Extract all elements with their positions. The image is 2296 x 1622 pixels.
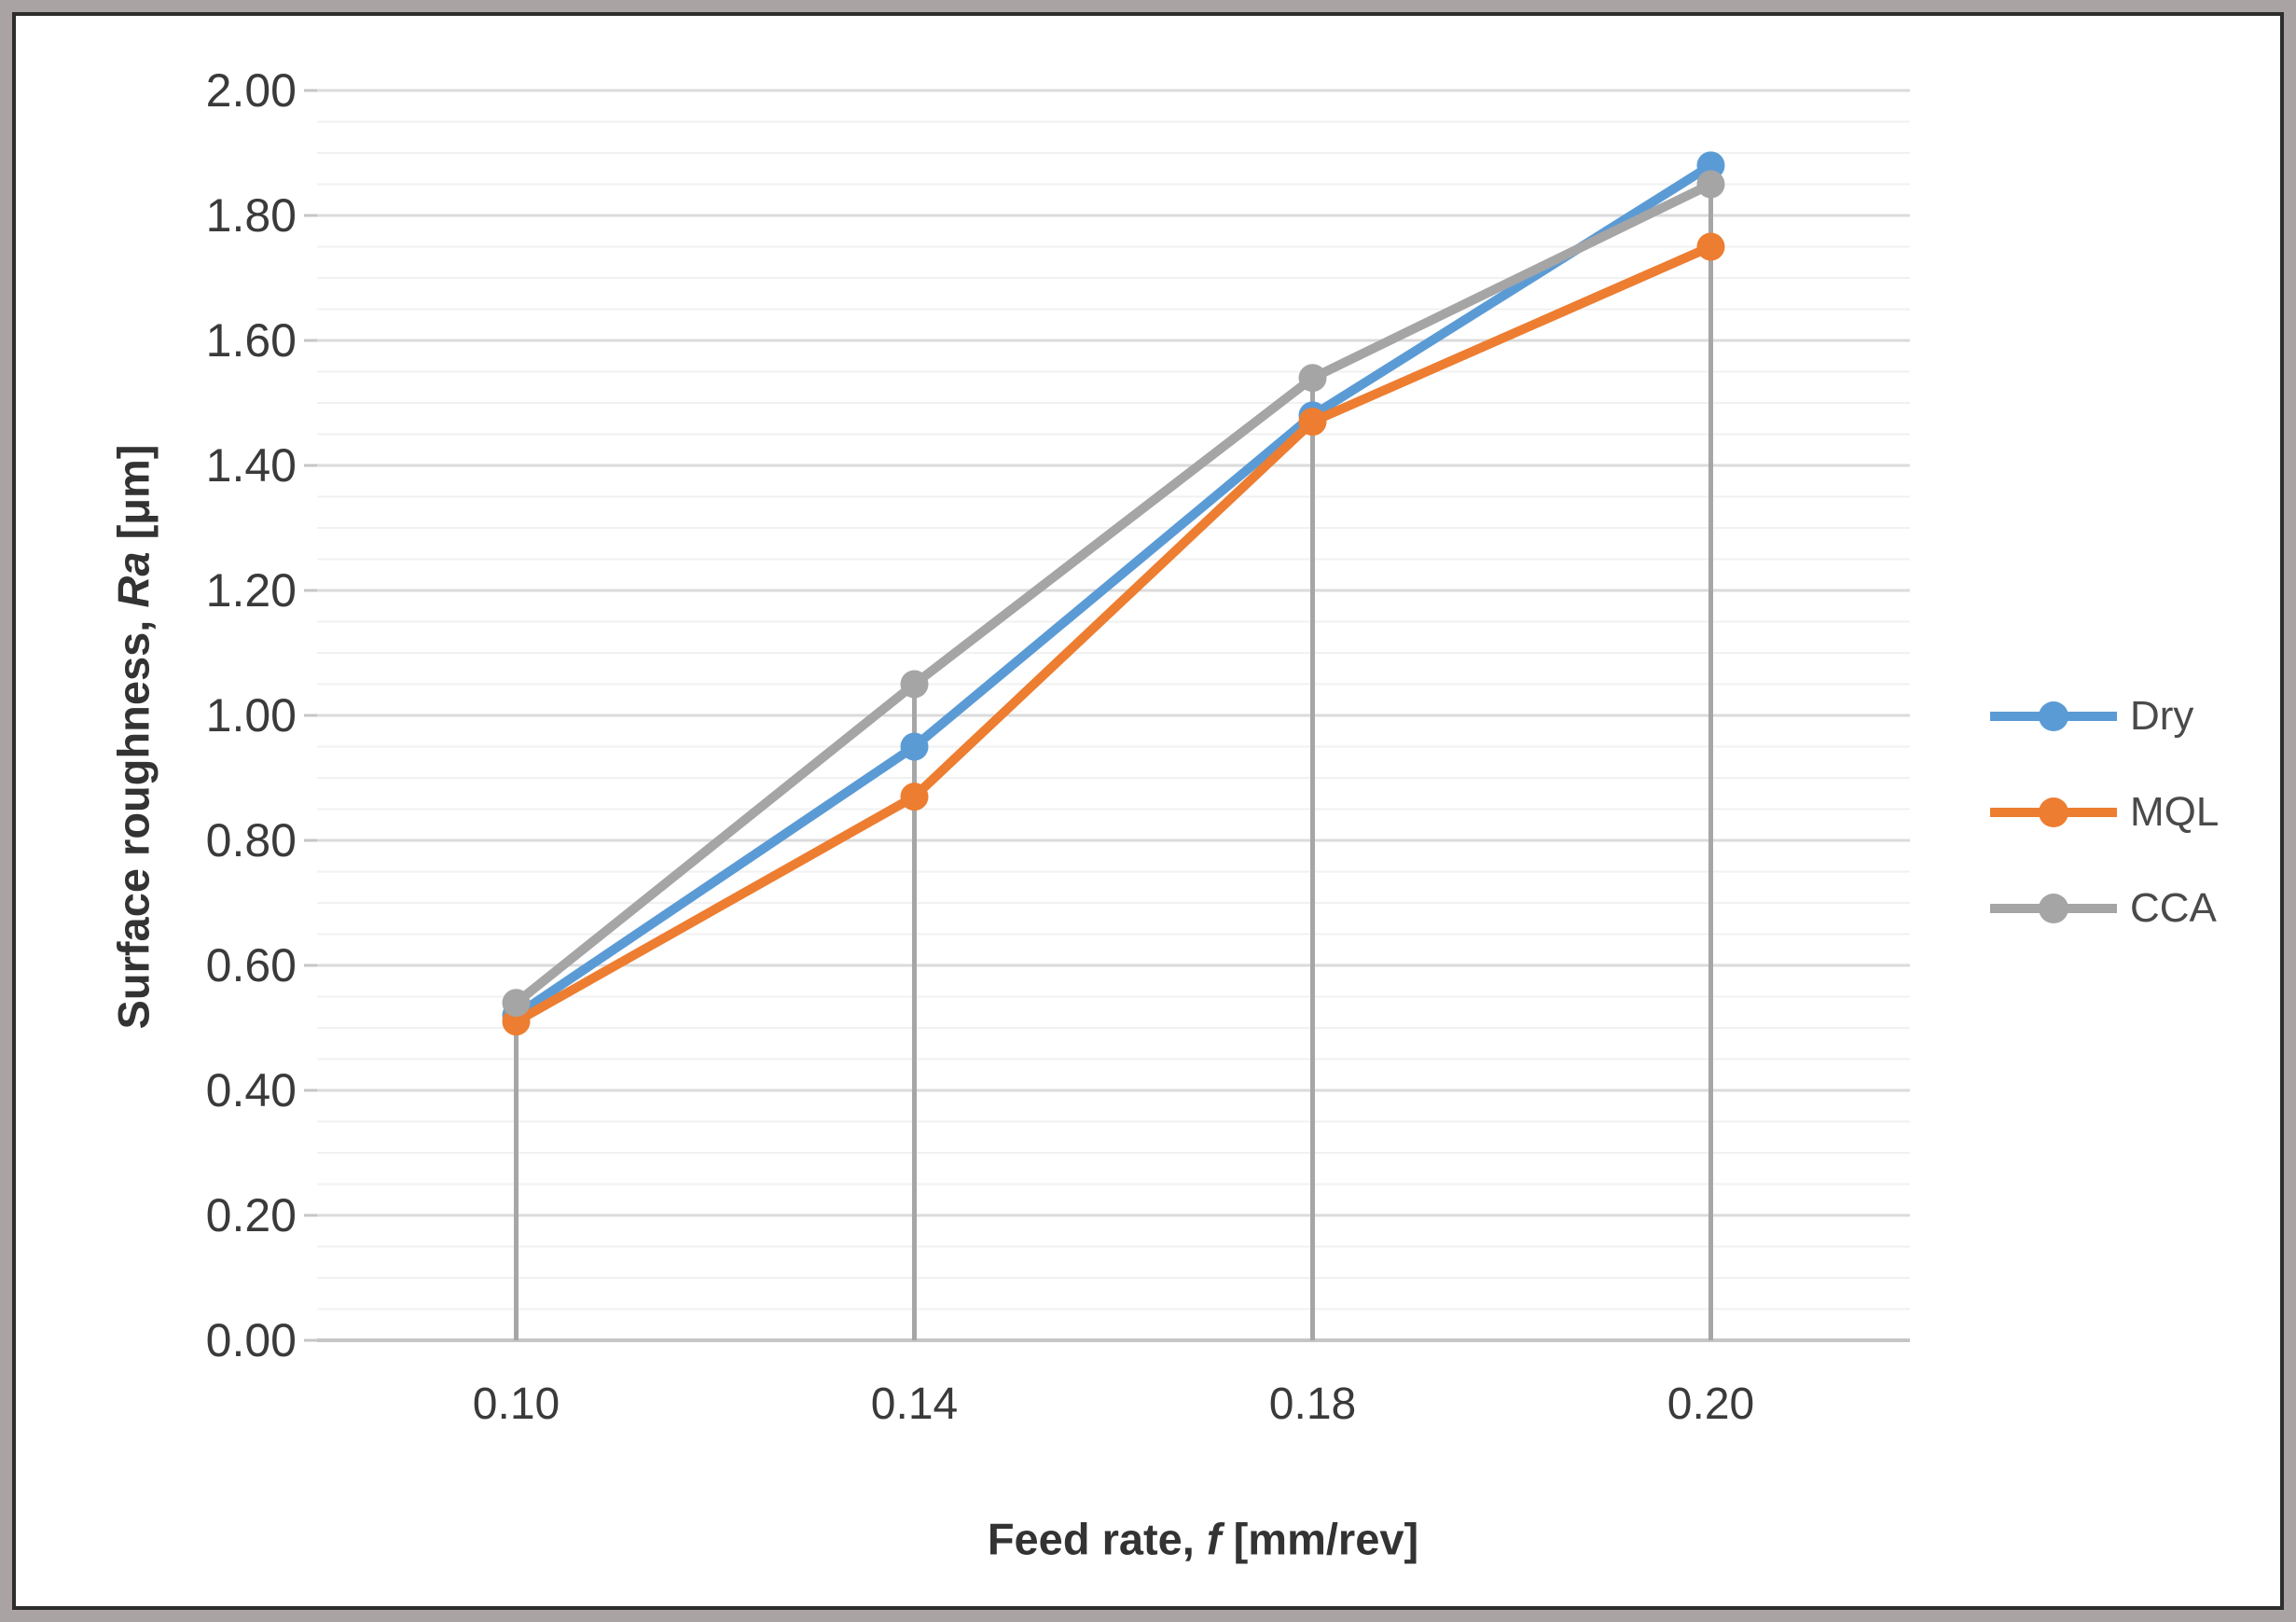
- y-axis-title-symbol: Ra: [108, 551, 159, 608]
- legend-item-cca: CCA: [1988, 860, 2219, 956]
- plot-area: [304, 89, 1910, 1342]
- x-axis-title-prefix: Feed rate,: [987, 1514, 1207, 1564]
- data-point-cca-0.10: [502, 989, 531, 1018]
- y-tick-label: 1.20: [205, 564, 297, 617]
- series-line-dry: [511, 160, 1716, 1020]
- x-tick-label: 0.14: [870, 1379, 959, 1429]
- legend-item-dry: Dry: [1988, 668, 2219, 764]
- data-point-mql-0.20: [1696, 232, 1725, 261]
- legend-label-cca: CCA: [2130, 884, 2217, 931]
- x-axis-title-suffix: [mm/rev]: [1221, 1514, 1419, 1564]
- legend-marker-dry-icon: [1990, 700, 2117, 731]
- x-tick-label: 0.20: [1667, 1379, 1755, 1429]
- data-point-dry-0.14: [900, 732, 929, 761]
- legend-label-dry: Dry: [2130, 692, 2194, 739]
- y-axis-title-suffix: [μm]: [108, 444, 159, 552]
- legend-marker-mql-icon: [1990, 797, 2117, 827]
- legend: Dry MQL CCA: [1988, 668, 2219, 956]
- y-tick-label: 1.80: [205, 189, 297, 242]
- series-line-mql: [511, 242, 1716, 1027]
- data-point-mql-0.18: [1298, 408, 1327, 437]
- x-axis-tick-labels: 0.10 0.14 0.18 0.20: [317, 1379, 1910, 1444]
- legend-label-mql: MQL: [2130, 788, 2220, 835]
- y-axis-tick-labels: 2.00 1.80 1.60 1.40 1.20 1.00 0.80 0.60 0.40 0.20…: [93, 66, 297, 1365]
- y-tick-label: 1.00: [205, 689, 297, 742]
- data-point-cca-0.20: [1696, 170, 1725, 199]
- x-tick-label: 0.10: [472, 1379, 560, 1429]
- y-tick-label: 0.40: [205, 1064, 297, 1116]
- data-point-mql-0.14: [900, 783, 929, 811]
- y-tick-label: 0.80: [205, 814, 297, 866]
- x-axis-title-symbol: f: [1206, 1514, 1222, 1564]
- y-tick-label: 1.60: [205, 314, 297, 367]
- y-tick-label: 1.40: [205, 439, 297, 492]
- legend-marker-cca-icon: [1990, 893, 2117, 923]
- data-point-cca-0.14: [900, 670, 929, 699]
- legend-item-mql: MQL: [1988, 764, 2219, 860]
- x-axis-title: Feed rate, f [mm/rev]: [988, 1514, 1418, 1565]
- y-tick-label: 0.20: [205, 1189, 297, 1241]
- data-point-cca-0.18: [1298, 364, 1327, 393]
- y-axis-title-prefix: Surface roughness,: [108, 607, 159, 1030]
- series-line-cca: [511, 179, 1716, 1008]
- y-tick-label: 0.60: [205, 939, 297, 991]
- y-tick-label: 2.00: [205, 64, 297, 117]
- x-tick-label: 0.18: [1268, 1379, 1357, 1429]
- y-axis-title: Surface roughness, Ra [μm]: [108, 445, 159, 1030]
- y-tick-label: 0.00: [205, 1314, 297, 1366]
